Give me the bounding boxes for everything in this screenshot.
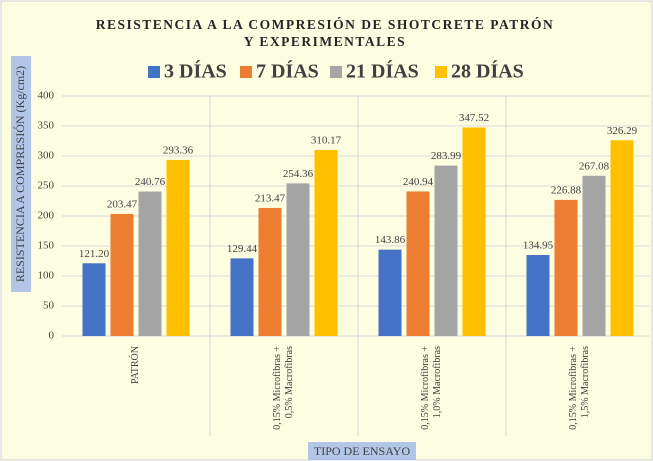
data-label: 293.36	[163, 145, 194, 157]
bar	[258, 207, 282, 336]
legend-label: 21 DÍAS	[346, 60, 419, 83]
data-label: 240.76	[135, 176, 166, 188]
legend-swatch	[148, 66, 160, 78]
bar	[230, 258, 254, 336]
y-label-box	[11, 56, 31, 292]
data-label: 129.44	[227, 243, 258, 255]
bar	[582, 175, 606, 336]
bar	[286, 183, 310, 336]
data-label: 143.86	[375, 234, 406, 246]
legend-swatch	[240, 66, 252, 78]
bar	[462, 127, 486, 336]
y-tick-label: 250	[38, 180, 55, 192]
data-label: 121.20	[79, 248, 110, 260]
data-label: 267.08	[579, 160, 610, 172]
y-tick-label: 300	[38, 150, 55, 162]
legend-label: 7 DÍAS	[256, 60, 319, 83]
legend-label: 3 DÍAS	[164, 60, 227, 83]
bar	[314, 149, 338, 336]
x-tick-label: 0,15% Microfibras +0,5% Macrofibras	[272, 346, 295, 430]
y-tick-label: 400	[38, 90, 55, 102]
bar	[82, 263, 106, 336]
legend-label: 28 DÍAS	[451, 60, 524, 83]
bar	[610, 140, 634, 336]
data-label: 310.17	[311, 134, 342, 146]
y-axis-label: RESISTENCIA A COMPRESIÓN (Kg/cm2)	[13, 66, 27, 282]
data-label: 134.95	[523, 240, 554, 252]
y-tick-label: 100	[38, 270, 55, 282]
y-tick-label: 50	[43, 300, 55, 312]
x-tick-label: 0,15% Microfibras +1,5% Macrofibras	[568, 346, 591, 430]
legend-swatch	[330, 66, 342, 78]
data-label: 347.52	[459, 112, 489, 124]
data-label: 226.88	[551, 184, 582, 196]
x-tick-label: 0,15% Microfibras +1,0% Macrofibras	[420, 346, 443, 430]
x-label-box	[308, 442, 416, 460]
bar	[110, 213, 134, 336]
data-label: 213.47	[255, 192, 286, 204]
bar	[138, 191, 162, 336]
bar	[406, 191, 430, 336]
chart-title: RESISTENCIA A LA COMPRESIÓN DE SHOTCRETE…	[95, 17, 555, 49]
bar	[166, 159, 190, 336]
data-label: 240.94	[403, 176, 434, 188]
y-tick-label: 350	[38, 120, 55, 132]
x-tick-label: PATRÓN	[129, 346, 141, 384]
x-axis-label: TIPO DE ENSAYO	[314, 444, 411, 458]
y-tick-label: 200	[38, 210, 55, 222]
data-label: 283.99	[431, 150, 462, 162]
data-label: 203.47	[107, 198, 138, 210]
bar	[434, 165, 458, 336]
bar	[378, 249, 402, 336]
y-tick-label: 150	[38, 240, 55, 252]
y-tick-label: 0	[49, 330, 55, 342]
data-label: 254.36	[283, 168, 314, 180]
bar	[554, 199, 578, 336]
data-label: 326.29	[607, 125, 638, 137]
bar	[526, 255, 550, 336]
legend-swatch	[435, 66, 447, 78]
